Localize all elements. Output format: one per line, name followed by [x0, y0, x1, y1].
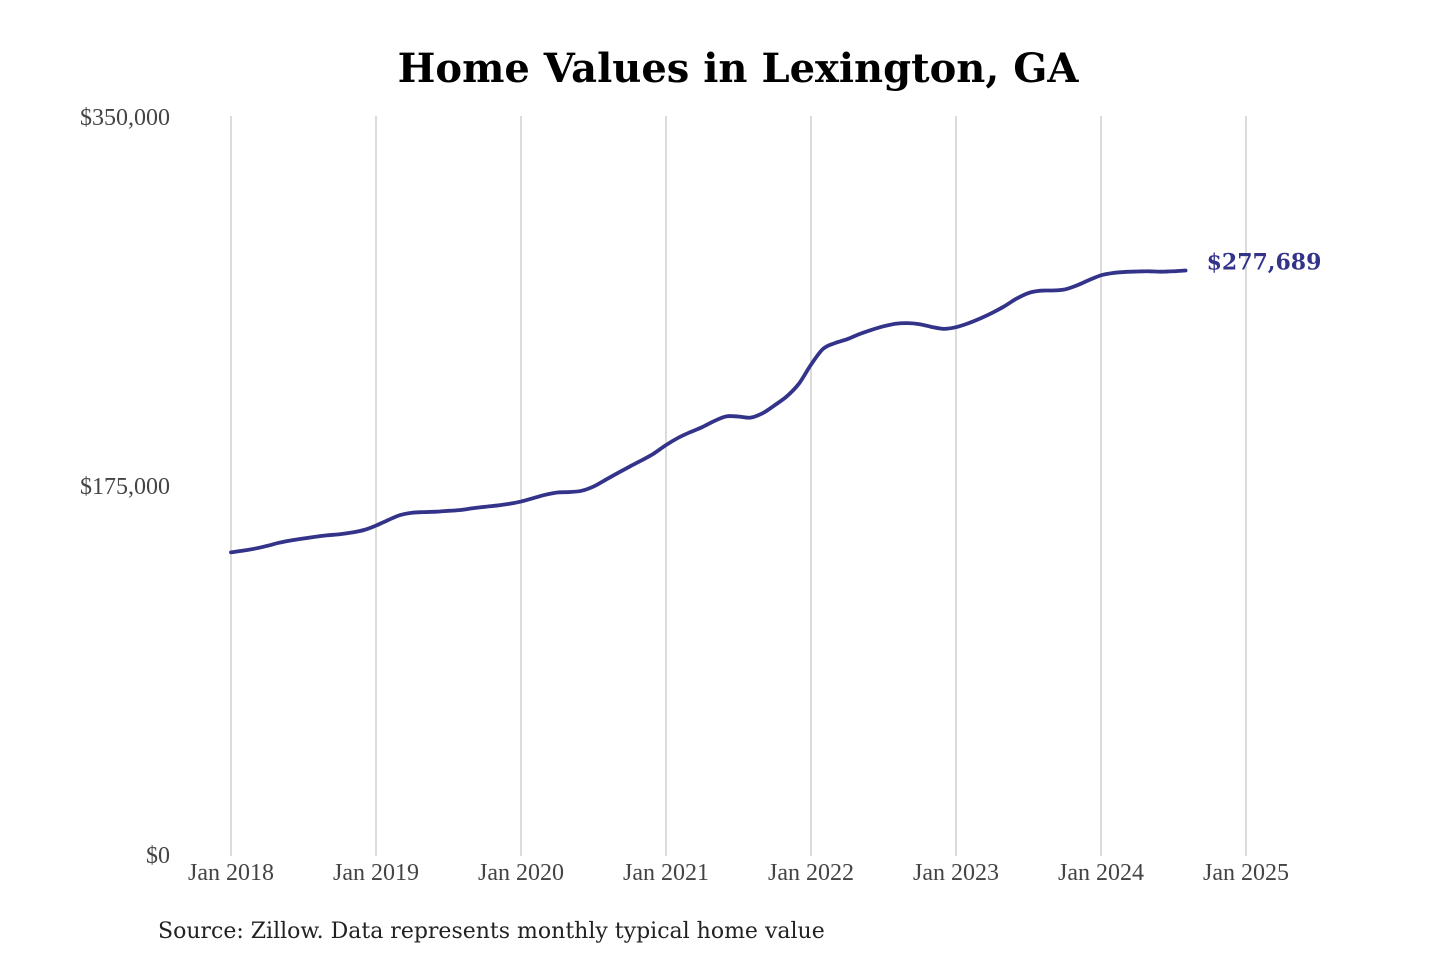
- y-tick-label: $0: [146, 843, 170, 869]
- x-tick-label: Jan 2025: [1203, 860, 1289, 886]
- x-tick-label: Jan 2021: [623, 860, 709, 886]
- source-note: Source: Zillow. Data represents monthly …: [158, 919, 825, 944]
- y-tick-label: $175,000: [80, 474, 170, 500]
- x-tick-label: Jan 2018: [188, 860, 274, 886]
- chart-title: Home Values in Lexington, GA: [398, 45, 1080, 92]
- x-tick-label: Jan 2019: [333, 860, 419, 886]
- x-tick-label: Jan 2020: [478, 860, 564, 886]
- x-tick-label: Jan 2024: [1058, 860, 1144, 886]
- x-tick-label: Jan 2022: [768, 860, 854, 886]
- y-axis: $0 $175,000 $350,000: [80, 105, 170, 869]
- series-line: [229, 268, 1188, 555]
- end-value-label: $277,689: [1207, 249, 1322, 275]
- x-tick-label: Jan 2023: [913, 860, 999, 886]
- x-gridlines: [230, 116, 1247, 856]
- y-tick-label: $350,000: [80, 105, 170, 131]
- x-axis: Jan 2018 Jan 2019 Jan 2020 Jan 2021 Jan 2022…: [188, 860, 1289, 886]
- series-group: [229, 268, 1188, 555]
